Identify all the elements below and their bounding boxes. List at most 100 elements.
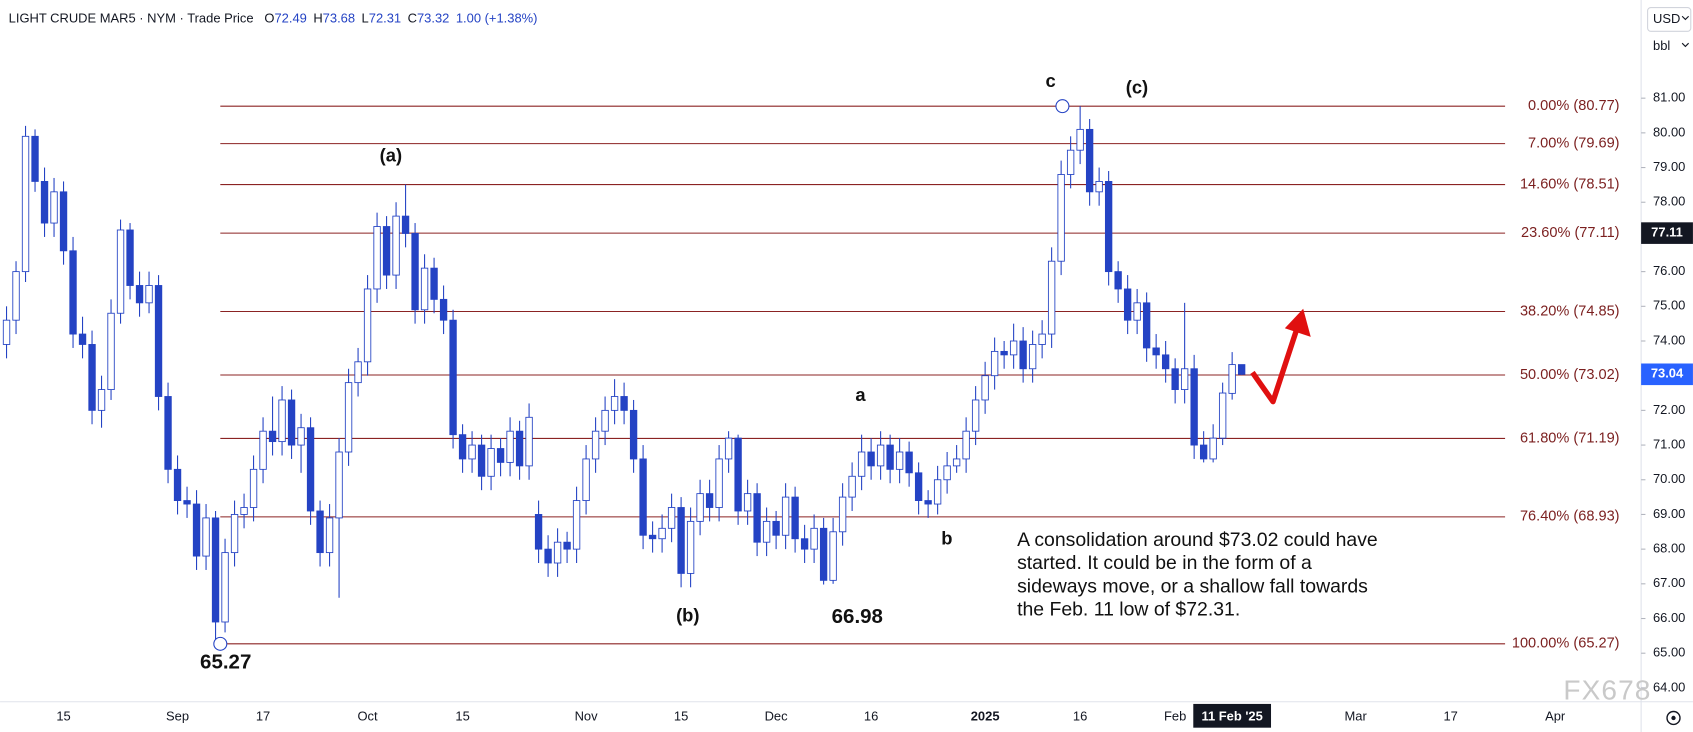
candle-body (335, 451, 343, 519)
candle-body (677, 507, 685, 574)
watermark: FX678 (1563, 675, 1651, 706)
x-tick-label: Mar (1345, 708, 1368, 723)
candle-body (838, 496, 847, 533)
y-tick-label: 72.00 (1653, 402, 1685, 417)
candle-body (990, 350, 999, 377)
candle-body (696, 493, 704, 522)
candle-body (126, 229, 134, 286)
fib-label: 0.00% (80.77) (1528, 98, 1619, 114)
plot: 64.00 65.00 66.00 67.00 68.00 69.00 70.00 71.00… (2, 70, 1693, 728)
ohlc-value: 72.49 (274, 11, 306, 26)
candle-body (1076, 128, 1084, 151)
candle-body (1095, 180, 1103, 193)
swing-low-label: 65.27 (200, 650, 251, 673)
candle-body (1028, 344, 1037, 370)
candle-body (981, 375, 989, 401)
candle-body (876, 444, 885, 467)
candle-body (553, 541, 562, 564)
x-tick-label: 2025 (971, 708, 1000, 723)
settings-icon[interactable] (1666, 710, 1681, 726)
candle-body (154, 285, 163, 397)
candle-body (354, 361, 362, 384)
note-line: sideways move, or a shallow fall towards (1017, 575, 1368, 597)
candle-body (667, 507, 676, 529)
x-tick-label: Dec (765, 708, 789, 723)
candle-body (1019, 340, 1027, 370)
wave-label: (c) (1126, 76, 1148, 97)
candle-body (762, 520, 771, 543)
candle-body (401, 215, 410, 234)
fib-label: 61.80% (71.19) (1520, 430, 1620, 446)
y-tick-label: 64.00 (1653, 679, 1685, 694)
candle-body (534, 514, 543, 550)
fib-label: 38.20% (74.85) (1520, 303, 1620, 319)
fib-label: 100.00% (65.27) (1512, 636, 1620, 652)
candle-body (135, 285, 144, 304)
y-tick-label: 68.00 (1653, 541, 1685, 556)
price-badge (1641, 363, 1693, 386)
candle-body (914, 472, 923, 502)
y-tick-label: 79.00 (1653, 159, 1685, 174)
candle-body (1123, 288, 1132, 321)
candle-body (705, 493, 714, 508)
candle-body (382, 226, 391, 276)
symbol: LIGHT CRUDE MAR5 · NYM · Trade Price (9, 11, 254, 26)
candle-body (173, 468, 182, 502)
x-tick-label: Sep (166, 708, 189, 723)
dropdown-icon (1681, 15, 1690, 48)
swing-low-marker (213, 636, 228, 651)
candle-body (145, 285, 153, 304)
ohlc-value: 73.32 (417, 11, 449, 26)
candle-body (829, 531, 837, 581)
candle-body (69, 250, 77, 335)
ohlc-value: 72.31 (369, 11, 401, 26)
y-tick-label: 65.00 (1653, 645, 1685, 660)
candle-body (192, 503, 201, 557)
y-tick-label: 66.00 (1653, 610, 1685, 625)
arrow (1250, 325, 1301, 405)
candle-body (933, 479, 942, 505)
wave-label: (a) (380, 144, 402, 165)
x-tick-label: 16 (864, 708, 878, 723)
candle-body (1199, 444, 1208, 460)
candle-body (240, 507, 248, 515)
candle-body (268, 430, 277, 443)
fib-label: 14.60% (78.51) (1520, 176, 1620, 192)
candle-body (648, 534, 657, 540)
candle-body (1142, 302, 1151, 349)
candle-body (1228, 364, 1236, 394)
candle-body (78, 333, 87, 345)
candle-body (1218, 392, 1227, 439)
candle-body (734, 437, 742, 512)
candle-body (943, 465, 951, 481)
candle-body (572, 500, 581, 550)
candle-body (1009, 340, 1018, 356)
ohlc-label: C (408, 11, 417, 26)
x-tick-label: 15 (455, 708, 469, 723)
note-line: A consolidation around $73.02 could have (1017, 529, 1378, 551)
candle-body (791, 496, 799, 540)
candle-body (886, 444, 894, 470)
candle-body (439, 298, 448, 321)
x-tick-label: 15 (674, 708, 688, 723)
currency-box[interactable] (1647, 7, 1692, 32)
candle-body (772, 520, 780, 536)
candle-body (373, 226, 381, 290)
candle-body (316, 510, 324, 554)
candle-body (411, 233, 419, 311)
candle-body (1152, 347, 1160, 356)
candle-body (525, 416, 533, 467)
currency[interactable]: USD (1653, 11, 1680, 26)
candle-body (116, 229, 125, 314)
unit[interactable]: bbl (1653, 38, 1670, 53)
candle-body (392, 215, 400, 276)
candle-body (12, 271, 20, 321)
candle-body (1066, 149, 1075, 175)
swing-low-label: 66.98 (832, 605, 883, 628)
fib-label: 23.60% (77.11) (1521, 225, 1620, 241)
candle-body (724, 437, 733, 460)
candle-body (221, 552, 229, 623)
candle-body (164, 396, 172, 470)
